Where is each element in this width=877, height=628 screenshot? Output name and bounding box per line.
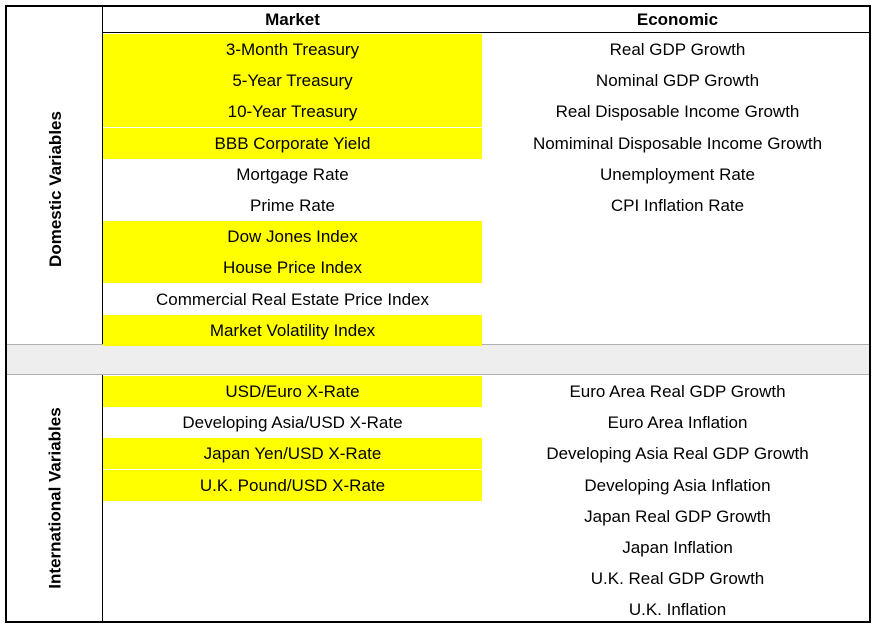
international-section-label-cell: International Variables <box>41 375 71 621</box>
economic-variable-cell: Unemployment Rate <box>600 164 755 184</box>
market-variable-cell: Market Volatility Index <box>103 314 482 346</box>
economic-variable-cell: Developing Asia Inflation <box>584 475 771 495</box>
header-underline <box>103 32 869 33</box>
market-variable-cell: U.K. Pound/USD X-Rate <box>103 469 482 501</box>
international-section-label: International Variables <box>46 407 65 589</box>
market-variable-cell: Developing Asia/USD X-Rate <box>182 413 403 433</box>
market-variable-cell: BBB Corporate Yield <box>103 127 482 159</box>
economic-variable-cell: Nomiminal Disposable Income Growth <box>532 133 823 153</box>
section-separator <box>7 344 869 375</box>
variables-table: Market Economic Domestic Variables Inter… <box>5 5 871 623</box>
economic-variable-cell: U.K. Inflation <box>628 600 727 620</box>
market-header: Market <box>265 10 320 29</box>
market-variable-cell: USD/Euro X-Rate <box>103 376 482 407</box>
market-variable-cell: Commercial Real Estate Price Index <box>155 289 430 309</box>
market-variable-cell: Japan Yen/USD X-Rate <box>103 438 482 470</box>
economic-variable-cell: CPI Inflation Rate <box>610 196 745 215</box>
economic-variable-cell: Developing Asia Real GDP Growth <box>546 444 809 464</box>
economic-variable-cell: Japan Real GDP Growth <box>584 506 771 526</box>
market-variable-cell: Mortgage Rate <box>236 164 349 184</box>
market-variable-cell: Dow Jones Index <box>103 221 482 253</box>
economic-variable-cell: Euro Area Real GDP Growth <box>569 382 786 401</box>
economic-variable-cell: Nominal GDP Growth <box>595 71 760 91</box>
market-variable-cell: 3-Month Treasury <box>103 34 482 65</box>
economic-variable-cell: Japan Inflation <box>622 538 733 557</box>
label-column-divider <box>102 7 103 621</box>
market-variable-cell: Prime Rate <box>249 196 336 215</box>
market-variable-cell: 5-Year Treasury <box>103 65 482 97</box>
economic-variable-cell: U.K. Real GDP Growth <box>590 569 765 589</box>
domestic-section-label-cell: Domestic Variables <box>41 33 71 344</box>
market-variable-cell: 10-Year Treasury <box>103 96 482 128</box>
domestic-section-label: Domestic Variables <box>46 110 66 267</box>
economic-variable-cell: Euro Area Inflation <box>607 413 748 433</box>
market-variable-cell: House Price Index <box>103 252 482 284</box>
economic-variable-cell: Real Disposable Income Growth <box>555 102 800 122</box>
economic-header: Economic <box>636 10 719 29</box>
economic-variable-cell: Real GDP Growth <box>609 40 746 59</box>
